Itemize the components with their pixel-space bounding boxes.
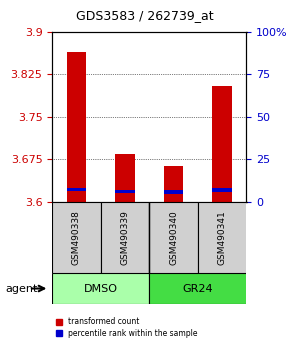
Bar [164, 166, 183, 202]
Text: agent: agent [6, 284, 38, 293]
Text: DMSO: DMSO [84, 284, 118, 293]
Bar [67, 188, 86, 191]
Bar [115, 190, 135, 193]
Legend: transformed count, percentile rank within the sample: transformed count, percentile rank withi… [56, 317, 198, 338]
Bar [115, 154, 135, 202]
Bar [67, 52, 86, 202]
Text: GSM490340: GSM490340 [169, 210, 178, 264]
Bar [213, 188, 232, 192]
Text: GR24: GR24 [183, 284, 213, 293]
FancyBboxPatch shape [198, 202, 246, 273]
Text: GSM490338: GSM490338 [72, 210, 81, 265]
Text: GSM490341: GSM490341 [218, 210, 227, 264]
Bar [213, 86, 232, 202]
FancyBboxPatch shape [149, 273, 246, 304]
FancyBboxPatch shape [52, 273, 149, 304]
FancyBboxPatch shape [101, 202, 149, 273]
Text: GSM490339: GSM490339 [121, 210, 130, 265]
FancyBboxPatch shape [149, 202, 198, 273]
Text: GDS3583 / 262739_at: GDS3583 / 262739_at [76, 9, 214, 22]
Bar [164, 190, 183, 194]
FancyBboxPatch shape [52, 202, 101, 273]
